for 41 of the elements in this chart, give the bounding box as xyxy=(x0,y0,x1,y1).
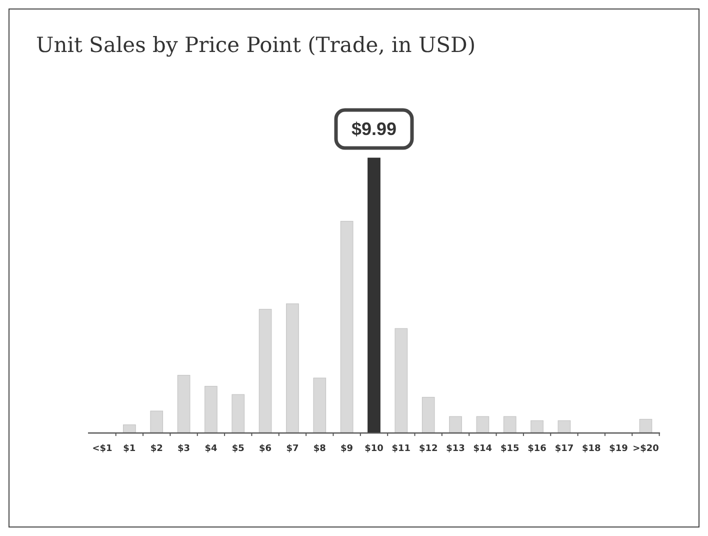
x-tick-label: $5 xyxy=(232,444,244,454)
x-tick-label: $7 xyxy=(286,444,299,454)
x-tick-label: $1 xyxy=(123,444,136,454)
bar xyxy=(422,396,435,434)
bar xyxy=(530,420,544,434)
bar xyxy=(232,394,245,434)
x-tick-label: $11 xyxy=(392,444,411,454)
bar xyxy=(258,308,272,434)
x-tick-label: $15 xyxy=(500,444,520,454)
bar xyxy=(394,328,408,434)
bar xyxy=(340,220,354,434)
x-tick-label: >$20 xyxy=(632,444,659,454)
bar xyxy=(476,416,490,434)
x-tick-label: $9 xyxy=(340,444,354,454)
bar xyxy=(204,386,218,434)
x-tick-label: $16 xyxy=(528,444,546,454)
bar xyxy=(558,420,571,434)
bar xyxy=(639,418,652,434)
annotation: $9.99 xyxy=(351,119,397,139)
bar xyxy=(150,410,164,434)
bar xyxy=(313,378,326,434)
bar xyxy=(503,416,516,434)
x-tick-label: $6 xyxy=(259,444,272,454)
x-tick-label: $4 xyxy=(204,444,218,454)
bar xyxy=(368,158,380,434)
x-tick-label: $2 xyxy=(150,444,163,454)
x-tick-label: $10 xyxy=(364,444,384,454)
chart-title: Unit Sales by Price Point (Trade, in USD) xyxy=(36,33,476,57)
x-tick-label: $13 xyxy=(446,444,465,454)
bar xyxy=(177,374,190,434)
x-tick-label: $19 xyxy=(609,444,628,454)
x-tick-label: $14 xyxy=(473,444,492,454)
x-tick-label: $8 xyxy=(313,444,326,454)
x-tick-label: $18 xyxy=(582,444,601,454)
x-tick-label: $17 xyxy=(554,444,574,454)
x-tick-label: $3 xyxy=(178,444,190,454)
x-tick-label: <$1 xyxy=(92,444,112,454)
bar xyxy=(286,303,299,434)
bar xyxy=(123,424,136,434)
x-tick-label: $12 xyxy=(418,444,438,454)
bar xyxy=(449,416,462,434)
